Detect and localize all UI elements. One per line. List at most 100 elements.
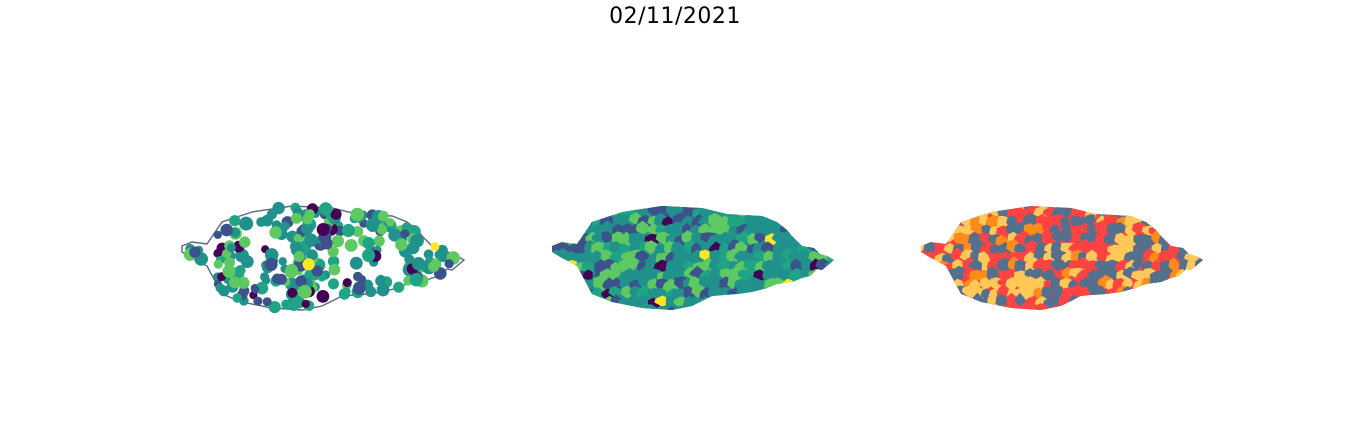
municipality-region [1014, 292, 1027, 307]
municipality-region [817, 286, 833, 301]
municipality-point [349, 256, 363, 270]
municipality-region [1186, 206, 1200, 219]
municipality-region [1008, 307, 1021, 310]
municipality-region [572, 206, 588, 225]
municipality-region [575, 206, 587, 208]
municipality-region [833, 239, 834, 254]
municipality-point [430, 242, 440, 252]
municipality-region [567, 206, 578, 211]
municipality-point [365, 286, 377, 298]
municipality-region [805, 222, 825, 233]
municipality-region [806, 276, 818, 296]
municipality-region [760, 241, 775, 254]
municipality-region [1059, 231, 1074, 244]
municipality-region [1195, 225, 1203, 238]
municipality-point [423, 249, 434, 260]
municipality-region [934, 268, 951, 288]
municipality-region [933, 307, 950, 310]
map-panel-choropleth-categorical [921, 206, 1217, 330]
municipality-region [800, 206, 815, 214]
municipality-region [755, 295, 772, 310]
municipality-region [817, 297, 831, 310]
municipality-region [1168, 289, 1185, 304]
municipality-region [922, 213, 938, 227]
municipality-region [1077, 303, 1089, 310]
municipality-region [934, 225, 948, 240]
municipality-region [1032, 303, 1049, 310]
municipality-point [328, 263, 341, 276]
municipality-region [941, 295, 959, 310]
municipality-region [1078, 297, 1093, 310]
municipality-region [1051, 305, 1064, 310]
municipality-region [609, 266, 622, 279]
municipality-region [1105, 206, 1118, 210]
municipality-region [552, 279, 559, 290]
municipality-point [344, 239, 358, 252]
municipality-region [728, 296, 740, 309]
municipality-region [1014, 312, 1025, 323]
municipality-region [556, 277, 569, 290]
municipality-point [350, 207, 365, 222]
municipality-region [1176, 206, 1191, 213]
municipality-region [1132, 287, 1149, 301]
municipality-region [1176, 284, 1190, 298]
municipality-region [719, 206, 732, 210]
municipality-point [377, 210, 389, 222]
municipality-region [1203, 305, 1217, 319]
municipality-region [988, 312, 1000, 324]
municipality-region [734, 240, 749, 253]
municipality-region [1122, 206, 1136, 207]
municipality-region [1132, 206, 1146, 218]
municipality-point [290, 212, 302, 224]
municipality-region [738, 315, 754, 331]
municipality-region [1161, 284, 1175, 299]
municipality-region [933, 312, 945, 325]
municipality-region [735, 206, 752, 209]
municipality-region [817, 305, 833, 310]
municipality-point [232, 293, 243, 303]
municipality-region [932, 206, 951, 213]
municipality-point [311, 265, 323, 277]
municipality-region [1196, 280, 1203, 297]
municipality-region [555, 314, 571, 329]
municipality-region [798, 224, 812, 238]
municipality-region [1157, 301, 1173, 310]
municipality-region [799, 214, 814, 229]
municipality-region [836, 285, 848, 298]
municipality-region [1186, 215, 1203, 228]
municipality-point [264, 257, 278, 271]
municipality-region [546, 312, 556, 325]
municipality-region [971, 206, 988, 212]
municipality-region [1159, 206, 1171, 210]
municipality-point [239, 236, 251, 248]
municipality-region [921, 222, 933, 241]
municipality-region [1093, 295, 1105, 310]
municipality-region [699, 303, 717, 310]
municipality-region [1195, 266, 1203, 283]
municipality-point [302, 258, 315, 271]
municipality-region [743, 206, 762, 211]
municipality-region [634, 250, 650, 262]
municipality-region [1086, 303, 1101, 310]
municipality-region [781, 306, 796, 310]
municipality-region [557, 206, 571, 214]
municipality-region [1025, 314, 1039, 330]
municipality-region [996, 304, 1012, 310]
municipality-region [576, 306, 590, 310]
municipality-point [320, 237, 333, 250]
municipality-region [1115, 297, 1131, 310]
municipality-region [1204, 207, 1216, 219]
municipality-point [409, 273, 423, 287]
municipality-region [552, 214, 562, 228]
municipality-point [436, 244, 448, 256]
municipality-region [1114, 232, 1127, 247]
municipality-region [763, 301, 774, 310]
municipality-point [285, 263, 298, 277]
municipality-region [780, 314, 792, 326]
municipality-region [644, 240, 658, 255]
municipality-region [755, 206, 771, 210]
municipality-region [782, 296, 797, 310]
municipality-region [665, 294, 680, 310]
municipality-region [557, 214, 574, 231]
municipality-region [790, 286, 809, 303]
